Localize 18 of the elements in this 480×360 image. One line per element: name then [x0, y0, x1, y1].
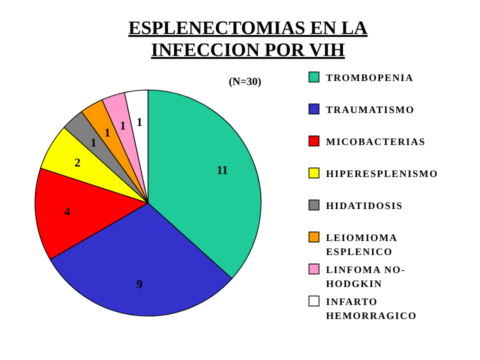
data-label: 9	[136, 276, 142, 291]
data-label: 1	[90, 136, 97, 150]
legend-label: HIPERESPLENISMO	[326, 169, 438, 180]
data-label: 1	[104, 126, 110, 140]
legend-label: MICOBACTERIAS	[326, 137, 426, 148]
legend-label: INFARTO HEMORRAGICO	[326, 297, 417, 322]
data-label: 2	[74, 155, 81, 170]
legend-label: LINFOMA NO-HODGKIN	[326, 265, 406, 290]
data-label: 4	[64, 204, 70, 219]
chart-title: ESPLENECTOMIAS EN LA INFECCION POR VIH	[128, 18, 368, 61]
data-label: 1	[136, 115, 142, 130]
data-label: 1	[120, 118, 126, 133]
data-label: 11	[216, 162, 228, 177]
legend-label: HIDATIDOSIS	[326, 201, 403, 212]
legend-label: TRAUMATISMO	[326, 105, 415, 116]
legend-label: TROMBOPENIA	[326, 73, 414, 84]
chart-subtitle: (N=30)	[228, 76, 262, 88]
legend-label: LEIOMIOMA ESPLENICO	[326, 233, 398, 258]
